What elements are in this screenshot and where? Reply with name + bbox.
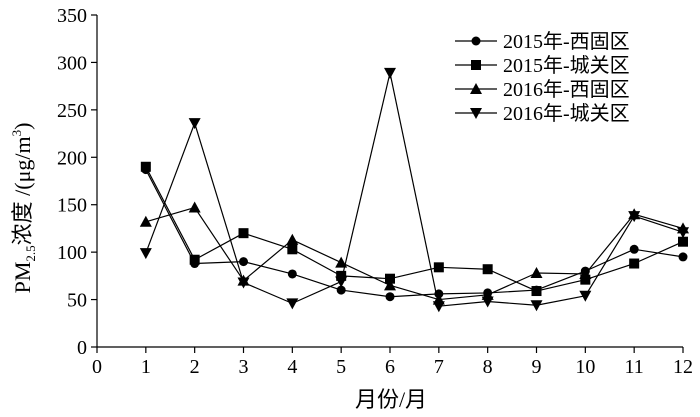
y-tick-label: 0	[77, 337, 87, 359]
legend-marker	[471, 60, 481, 70]
series-4-point	[628, 211, 641, 223]
x-tick-label: 5	[336, 356, 346, 378]
x-tick-label: 1	[141, 356, 151, 378]
series-4-point	[335, 276, 348, 288]
series-4	[139, 67, 689, 313]
y-axis-title-subscript: 2.5	[23, 245, 38, 261]
series-2-line	[145, 166, 684, 292]
series-3-point	[188, 201, 201, 213]
y-tick-label: 50	[67, 290, 87, 312]
series-2-point	[238, 228, 249, 239]
series-3-point	[384, 279, 396, 291]
y-tick-label: 150	[57, 195, 87, 217]
series-1-point	[239, 257, 248, 267]
series-3-point	[579, 267, 592, 279]
series-4-point	[579, 290, 592, 302]
legend-label: 2016年-西固区	[503, 78, 630, 101]
series-3-point	[335, 256, 348, 268]
y-axis-title-close: )	[10, 123, 35, 130]
series-1-point	[629, 244, 639, 254]
series-2-point	[189, 254, 200, 265]
x-tick-label: 2	[190, 356, 200, 378]
x-tick-label: 9	[532, 356, 542, 378]
x-tick-label: 8	[483, 356, 493, 378]
series-2-point	[482, 264, 493, 275]
x-tick-label: 7	[434, 356, 444, 378]
legend-label: 2016年-城关区	[503, 102, 630, 125]
y-axis-title-main: PM	[10, 262, 35, 294]
series-2-point	[580, 274, 591, 285]
y-tick-label: 350	[57, 5, 87, 27]
series-1-point	[336, 285, 346, 295]
y-tick-label: 200	[57, 147, 87, 169]
legend-item-2: 2015年-城关区	[455, 54, 630, 77]
series-4-point	[481, 296, 494, 308]
series-4-point	[432, 301, 445, 313]
series-2-point	[287, 244, 298, 255]
y-axis-title: PM2.5浓度 /(μg/m3)	[9, 123, 38, 294]
series-3	[139, 201, 689, 305]
series-4-point	[286, 298, 299, 310]
series-2-point	[140, 161, 151, 172]
series-4-point	[384, 67, 396, 79]
legend-marker	[470, 83, 482, 94]
y-tick-label: 300	[57, 52, 87, 74]
series-3-point	[530, 267, 543, 279]
series-4-point	[677, 227, 689, 239]
legend-item-3: 2016年-西固区	[455, 78, 630, 101]
series-3-point	[139, 215, 152, 227]
legend-item-1: 2015年-西固区	[455, 30, 630, 53]
series-1	[141, 165, 688, 302]
x-tick-label: 6	[385, 356, 395, 378]
x-tick-label: 11	[625, 356, 644, 378]
series-1-point	[385, 292, 395, 302]
legend-marker	[471, 36, 481, 46]
legend-item-4: 2016年-城关区	[455, 102, 630, 125]
x-tick-label: 0	[92, 356, 102, 378]
y-tick-label: 100	[57, 242, 87, 264]
series-2-point	[629, 258, 640, 269]
x-tick-label: 10	[575, 356, 595, 378]
series-1-point	[287, 269, 297, 279]
series-4-point	[139, 248, 152, 260]
x-axis-title: 月份/月	[355, 387, 427, 412]
series-4-point	[237, 277, 250, 289]
x-tick-label: 3	[239, 356, 249, 378]
series-2-point	[678, 236, 688, 247]
y-axis-title-text: 浓度 /(μg/m	[10, 136, 35, 245]
legend-label: 2015年-城关区	[503, 54, 630, 77]
series-4-line	[145, 72, 684, 307]
series-2	[140, 161, 688, 297]
series-3-line	[145, 206, 684, 301]
series-4-point	[188, 118, 201, 130]
series-1-line	[145, 169, 684, 298]
series-2-point	[433, 262, 444, 273]
x-tick-label: 4	[287, 356, 297, 378]
legend-label: 2015年-西固区	[503, 30, 630, 53]
series-2-point	[385, 273, 395, 284]
series-3-point	[286, 233, 299, 245]
series-2-point	[531, 286, 542, 297]
series-group	[139, 67, 689, 313]
y-tick-label: 250	[57, 100, 87, 122]
legend-marker	[470, 108, 482, 119]
y-axis-title-superscript: 3	[9, 130, 24, 137]
series-1-point	[678, 252, 688, 262]
x-tick-label: 12	[673, 356, 693, 378]
series-2-point	[336, 270, 347, 281]
series-4-point	[530, 300, 543, 312]
